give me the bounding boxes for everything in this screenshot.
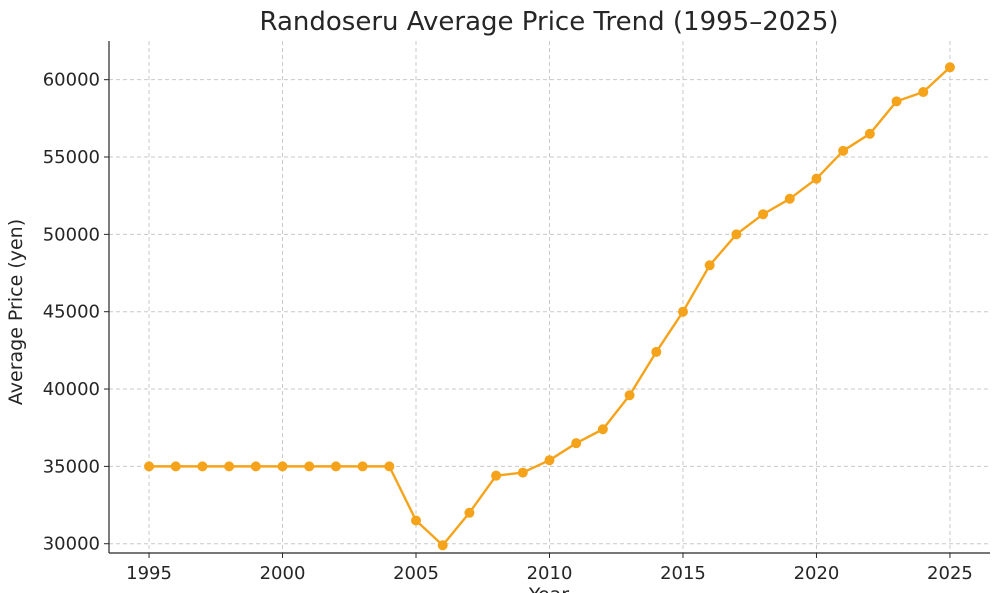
data-point [918,87,929,98]
series-layer [144,62,955,551]
x-tick-label: 2000 [260,563,306,584]
series-line [149,66,951,547]
data-point [784,193,795,204]
data-point [544,455,555,466]
data-point [731,229,742,240]
chart-title: Randoseru Average Price Trend (1995–2025… [259,7,838,37]
data-point [197,461,208,472]
data-point [517,467,528,478]
x-tick-label: 2005 [393,563,439,584]
data-point [277,461,288,472]
data-point [651,346,662,357]
data-point [597,424,608,435]
y-axis-label: Average Price (yen) [5,219,27,405]
x-tick-label: 2010 [527,563,573,584]
x-tick-label: 2015 [660,563,706,584]
x-tick-label: 2025 [927,563,973,584]
data-point [144,461,155,472]
x-tick-label: 1995 [126,563,172,584]
y-tick-label: 60000 [43,70,100,91]
x-axis-label: Year [528,584,569,593]
y-tick-label: 50000 [43,224,100,245]
data-point [891,96,902,107]
axis-spines [108,41,990,554]
y-tick-label: 45000 [43,302,100,323]
x-tick-label: 2020 [794,563,840,584]
data-point [250,461,261,472]
data-point [464,507,475,518]
data-point [864,128,875,139]
y-tick-label: 40000 [43,379,100,400]
y-tick-label: 30000 [43,534,100,555]
data-point [357,461,368,472]
y-tick-label: 55000 [43,147,100,168]
data-point [224,461,235,472]
data-point [944,62,955,73]
data-point [811,173,822,184]
grid [109,41,990,553]
data-point [384,461,395,472]
data-point [624,390,635,401]
data-point [704,260,715,271]
data-point [330,461,341,472]
y-tick-label: 35000 [43,456,100,477]
data-point [437,540,448,551]
data-point [571,438,582,449]
data-point [758,209,769,220]
axis-ticks: 1995 2000 2005 2010 2015 2020 2025 30000 35000 40… [43,70,973,584]
data-point [304,461,315,472]
data-point [838,145,849,156]
data-point [677,306,688,317]
data-point [411,515,422,526]
data-point [170,461,181,472]
data-point [491,470,502,481]
